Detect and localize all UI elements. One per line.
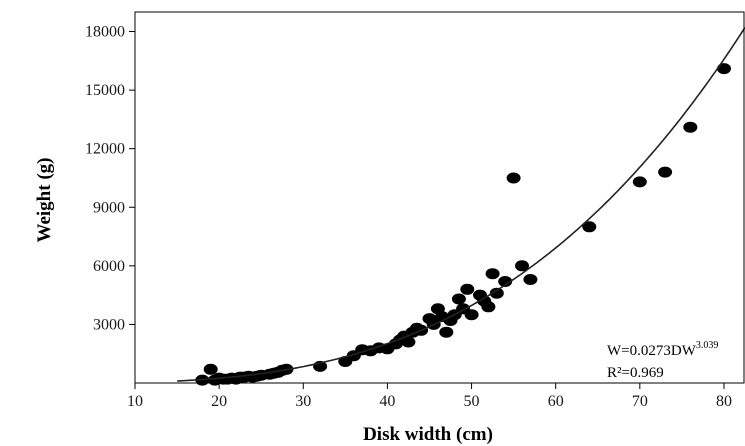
x-tick-label: 10 [127,393,143,410]
fit-equation: W=0.0273DW3.039 [607,340,718,359]
x-axis-ticks: 10 20 30 40 50 60 70 80 [127,383,732,410]
data-point [481,301,496,313]
data-point [203,363,218,375]
x-tick-label: 80 [716,393,732,410]
y-tick-label: 9000 [93,199,125,216]
x-axis-title: Disk width (cm) [363,424,493,445]
x-tick-label: 70 [632,393,648,410]
y-tick-label: 18000 [85,24,125,41]
data-point [632,176,647,188]
data-point [582,221,597,233]
data-point [489,287,504,299]
data-point [506,172,521,184]
x-tick-label: 40 [379,393,395,410]
data-point [717,63,731,75]
data-point [464,309,479,321]
fit-r-squared: R²=0.969 [607,365,664,381]
x-tick-label: 50 [464,393,480,410]
y-axis-ticks: 3000 6000 9000 12000 15000 18000 [85,24,135,333]
y-tick-label: 6000 [93,258,125,275]
data-points [195,63,731,386]
data-point [401,336,416,348]
data-point [683,121,698,133]
data-point [498,276,513,287]
data-point [460,283,475,295]
data-point [523,274,538,285]
x-tick-label: 30 [295,393,311,410]
data-point [515,260,529,272]
data-point [439,326,454,338]
x-tick-label: 60 [548,393,564,410]
y-tick-label: 12000 [85,141,125,158]
data-point [485,268,500,280]
fit-curve [177,27,745,382]
x-tick-label: 20 [211,393,227,410]
data-point [451,293,466,305]
y-tick-label: 3000 [93,316,125,333]
plot-frame [134,11,745,384]
y-axis-title: Weight (g) [34,158,55,243]
fit-equation-base: W=0.0273DW [607,343,697,359]
fit-equation-exponent: 3.039 [696,340,719,351]
y-tick-label: 15000 [85,82,125,99]
data-point [658,166,673,178]
